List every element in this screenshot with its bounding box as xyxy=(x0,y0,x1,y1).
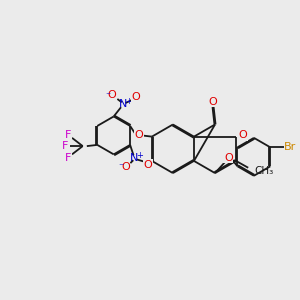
Text: O: O xyxy=(121,162,130,172)
Text: F: F xyxy=(62,141,68,151)
Text: O: O xyxy=(224,152,233,163)
Text: O: O xyxy=(107,90,116,100)
Text: O: O xyxy=(143,160,152,170)
Text: F: F xyxy=(65,152,71,163)
Text: N: N xyxy=(119,99,127,109)
Text: N: N xyxy=(130,153,139,163)
Text: O: O xyxy=(134,130,143,140)
Text: ⁻: ⁻ xyxy=(119,162,124,172)
Text: Br: Br xyxy=(284,142,296,152)
Text: +: + xyxy=(125,97,132,106)
Text: O: O xyxy=(209,97,218,106)
Text: +: + xyxy=(136,151,143,160)
Text: O: O xyxy=(238,130,247,140)
Text: CH₃: CH₃ xyxy=(255,166,274,176)
Text: F: F xyxy=(65,130,71,140)
Text: O: O xyxy=(131,92,140,102)
Text: ⁻: ⁻ xyxy=(105,91,110,101)
